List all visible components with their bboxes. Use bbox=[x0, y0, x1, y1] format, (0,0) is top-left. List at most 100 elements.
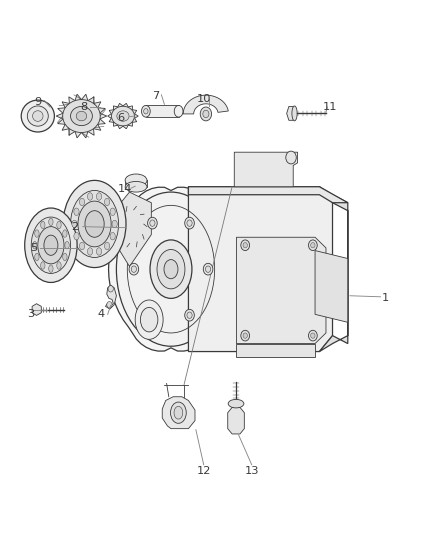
Polygon shape bbox=[237, 344, 315, 357]
Circle shape bbox=[200, 107, 212, 121]
Circle shape bbox=[286, 151, 296, 164]
Ellipse shape bbox=[41, 221, 45, 229]
Ellipse shape bbox=[63, 100, 100, 133]
Text: 4: 4 bbox=[98, 309, 105, 319]
Ellipse shape bbox=[112, 220, 117, 228]
Ellipse shape bbox=[63, 230, 67, 237]
Circle shape bbox=[203, 263, 213, 275]
Circle shape bbox=[108, 286, 113, 292]
Circle shape bbox=[150, 312, 155, 318]
Ellipse shape bbox=[125, 174, 147, 187]
Ellipse shape bbox=[117, 111, 129, 122]
Circle shape bbox=[311, 333, 315, 338]
Ellipse shape bbox=[32, 241, 37, 249]
Ellipse shape bbox=[57, 262, 61, 269]
Circle shape bbox=[187, 220, 192, 227]
Ellipse shape bbox=[74, 208, 79, 215]
Circle shape bbox=[187, 312, 192, 318]
Polygon shape bbox=[188, 187, 348, 203]
Text: 9: 9 bbox=[34, 96, 42, 107]
Ellipse shape bbox=[174, 406, 183, 419]
Circle shape bbox=[144, 109, 148, 114]
Ellipse shape bbox=[174, 106, 183, 117]
Ellipse shape bbox=[96, 248, 102, 255]
Ellipse shape bbox=[74, 232, 79, 240]
Circle shape bbox=[241, 240, 250, 251]
Polygon shape bbox=[146, 106, 179, 117]
Text: 3: 3 bbox=[28, 309, 35, 319]
Polygon shape bbox=[315, 251, 348, 322]
Polygon shape bbox=[237, 237, 326, 344]
Polygon shape bbox=[319, 187, 348, 352]
Polygon shape bbox=[183, 95, 228, 114]
Ellipse shape bbox=[72, 220, 77, 228]
Text: 13: 13 bbox=[244, 466, 259, 476]
Circle shape bbox=[185, 309, 194, 321]
Ellipse shape bbox=[35, 253, 39, 261]
Circle shape bbox=[185, 217, 194, 229]
Polygon shape bbox=[287, 107, 295, 120]
Ellipse shape bbox=[228, 399, 244, 408]
Circle shape bbox=[203, 110, 209, 118]
Circle shape bbox=[308, 330, 317, 341]
Circle shape bbox=[148, 217, 157, 229]
Circle shape bbox=[243, 333, 247, 338]
Ellipse shape bbox=[141, 308, 158, 332]
Polygon shape bbox=[56, 94, 107, 138]
Circle shape bbox=[308, 240, 317, 251]
Ellipse shape bbox=[85, 211, 104, 237]
Ellipse shape bbox=[76, 111, 87, 121]
Text: 5: 5 bbox=[30, 243, 37, 253]
Ellipse shape bbox=[141, 106, 150, 117]
Ellipse shape bbox=[65, 241, 69, 249]
Text: 1: 1 bbox=[381, 293, 389, 303]
Ellipse shape bbox=[49, 218, 53, 225]
Ellipse shape bbox=[110, 232, 115, 240]
Text: 7: 7 bbox=[152, 91, 159, 101]
Circle shape bbox=[150, 220, 155, 227]
Ellipse shape bbox=[88, 193, 93, 200]
Polygon shape bbox=[188, 187, 332, 352]
Ellipse shape bbox=[112, 106, 134, 126]
Polygon shape bbox=[106, 285, 117, 309]
Ellipse shape bbox=[170, 402, 186, 423]
Polygon shape bbox=[32, 304, 41, 316]
Ellipse shape bbox=[27, 106, 48, 126]
Ellipse shape bbox=[292, 106, 297, 121]
Ellipse shape bbox=[63, 180, 126, 268]
Ellipse shape bbox=[164, 260, 178, 279]
Ellipse shape bbox=[79, 198, 85, 206]
Polygon shape bbox=[108, 103, 138, 129]
Polygon shape bbox=[117, 192, 151, 266]
Ellipse shape bbox=[31, 217, 71, 273]
Ellipse shape bbox=[41, 262, 45, 269]
Circle shape bbox=[311, 243, 315, 248]
Ellipse shape bbox=[157, 249, 185, 289]
Ellipse shape bbox=[57, 221, 61, 229]
Ellipse shape bbox=[32, 111, 43, 122]
Text: 11: 11 bbox=[323, 102, 338, 112]
Ellipse shape bbox=[105, 198, 110, 206]
Circle shape bbox=[205, 266, 211, 272]
Text: 10: 10 bbox=[197, 94, 211, 104]
Polygon shape bbox=[109, 187, 233, 351]
Ellipse shape bbox=[63, 253, 67, 261]
Text: 2: 2 bbox=[71, 222, 78, 232]
Ellipse shape bbox=[71, 107, 92, 126]
Text: 6: 6 bbox=[117, 112, 124, 123]
Ellipse shape bbox=[105, 243, 110, 250]
Ellipse shape bbox=[135, 300, 163, 340]
Text: 14: 14 bbox=[118, 184, 132, 195]
Circle shape bbox=[243, 243, 247, 248]
Ellipse shape bbox=[125, 181, 147, 192]
Ellipse shape bbox=[78, 201, 111, 247]
Text: 12: 12 bbox=[197, 466, 211, 476]
Ellipse shape bbox=[110, 208, 115, 215]
Circle shape bbox=[241, 330, 250, 341]
Ellipse shape bbox=[38, 227, 64, 264]
Text: 8: 8 bbox=[80, 102, 87, 112]
Ellipse shape bbox=[117, 192, 226, 346]
Ellipse shape bbox=[35, 230, 39, 237]
Circle shape bbox=[107, 302, 112, 308]
Polygon shape bbox=[234, 152, 297, 187]
